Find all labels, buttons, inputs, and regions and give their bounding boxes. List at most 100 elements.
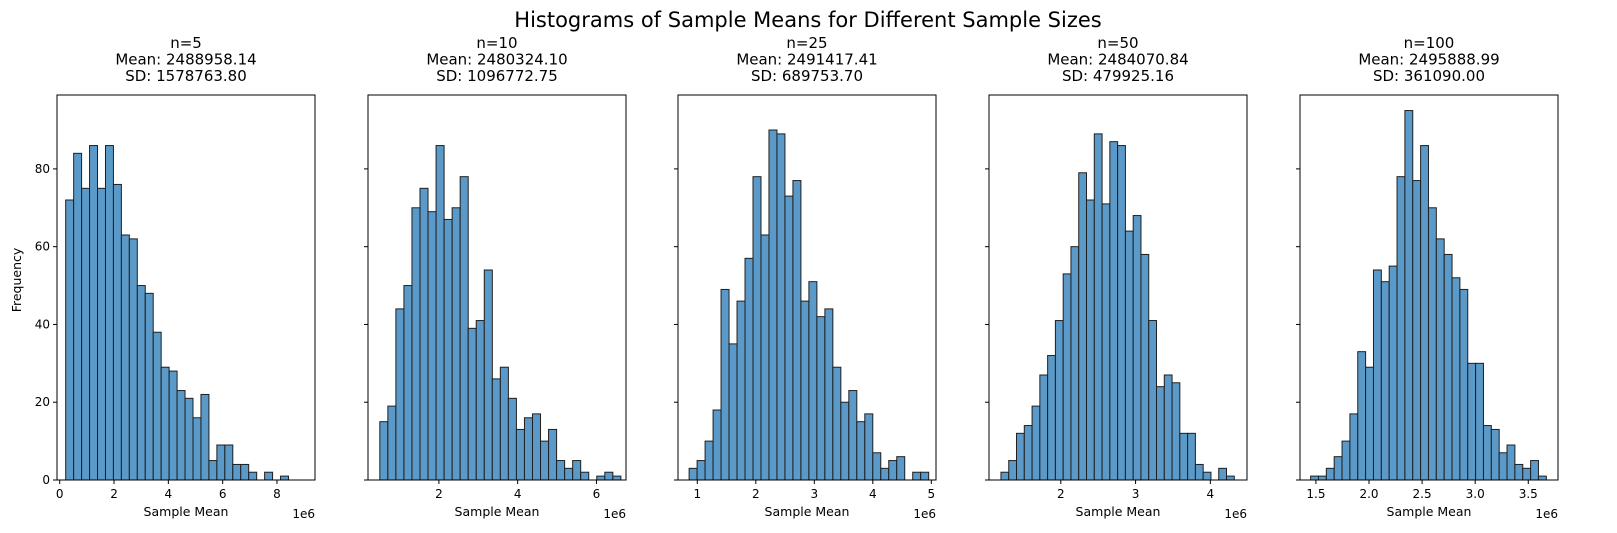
histogram-bar xyxy=(1062,273,1072,481)
histogram-bar xyxy=(128,238,138,481)
histogram-bar xyxy=(264,471,274,481)
histogram-bar xyxy=(564,467,574,481)
histogram-bar xyxy=(120,234,130,481)
histogram-bar xyxy=(848,390,858,481)
histogram-bar xyxy=(1093,133,1103,481)
histogram-panel: n=100 Mean: 2495888.99 SD: 361090.00 1.5 2.0… xyxy=(1296,34,1559,521)
histogram-bar xyxy=(1101,203,1111,481)
histogram-bar xyxy=(1357,351,1367,481)
histogram-bar xyxy=(1514,463,1524,481)
plot-frame xyxy=(988,94,1248,481)
histogram-bar xyxy=(176,390,186,481)
x-offset-label: 1e6 xyxy=(913,507,936,521)
x-tick-label: 2.0 xyxy=(1359,487,1378,501)
histogram-bar xyxy=(144,292,154,481)
histogram-panel: n=25 Mean: 2491417.41 SD: 689753.70 1 2 3 4 5 Sa… xyxy=(674,34,937,521)
histogram-bar xyxy=(1179,432,1189,481)
histogram-bar xyxy=(1000,471,1010,481)
histogram-bar xyxy=(160,366,170,481)
histogram-bar xyxy=(1388,265,1398,481)
histogram-bar xyxy=(856,421,866,481)
histogram-bar xyxy=(523,417,533,481)
histogram-bar xyxy=(483,269,493,481)
histogram-bar xyxy=(1078,172,1088,481)
histogram-bar xyxy=(1522,467,1532,481)
x-tick-label: 5 xyxy=(927,487,935,501)
histogram-bar xyxy=(1380,281,1390,481)
y-tick-label: 0 xyxy=(42,473,50,487)
histogram-bar xyxy=(1482,425,1492,481)
histogram-bar xyxy=(1140,253,1150,481)
histogram-bar xyxy=(572,460,582,481)
plot-frame xyxy=(56,94,316,481)
histogram-bar xyxy=(232,463,242,481)
histogram-bar xyxy=(1016,432,1025,481)
histogram-bar xyxy=(1325,467,1335,481)
histogram-bar xyxy=(1490,428,1500,481)
y-tick-label: 80 xyxy=(35,162,50,176)
histogram-bar xyxy=(427,211,437,481)
histogram-bar xyxy=(1443,253,1453,481)
x-tick-label: 4 xyxy=(514,487,522,501)
histogram-bar xyxy=(1310,475,1319,481)
plot-frame xyxy=(677,94,937,481)
histogram-bar xyxy=(1039,374,1049,481)
histogram-bar xyxy=(688,467,698,481)
histogram-bar xyxy=(800,300,810,481)
histogram-bar xyxy=(1156,386,1165,481)
panel-title: n=25 Mean: 2491417.41 SD: 689753.70 xyxy=(736,34,877,85)
x-tick-label: 4 xyxy=(165,487,173,501)
histogram-bar xyxy=(1396,176,1406,481)
y-axis-label: Frequency xyxy=(9,247,24,312)
x-offset-label: 1e6 xyxy=(1224,507,1247,521)
histogram-bar xyxy=(816,316,826,481)
histogram-bar xyxy=(459,176,469,481)
histogram-bar xyxy=(792,180,802,481)
histogram-bar xyxy=(499,366,509,481)
histogram-bar xyxy=(224,444,234,481)
histogram-bar xyxy=(403,285,413,481)
histogram-bar xyxy=(728,343,738,481)
histogram-bar xyxy=(580,471,590,481)
histogram-bar xyxy=(73,152,83,481)
histogram-bar xyxy=(720,288,730,481)
histogram-bar xyxy=(888,460,898,481)
histogram-panels: n=5 Mean: 2488958.14 SD: 1578763.800 2 4 6 802… xyxy=(35,34,1559,521)
histogram-bar xyxy=(840,401,850,481)
histogram-bar xyxy=(1194,463,1204,481)
panel-title: n=100 Mean: 2495888.99 SD: 361090.00 xyxy=(1358,34,1499,85)
histogram-bar xyxy=(240,463,250,481)
histogram-bar xyxy=(280,475,289,481)
histogram-bar xyxy=(548,428,558,481)
x-axis-label: Sample Mean xyxy=(765,504,850,519)
histogram-bar xyxy=(832,366,842,481)
histogram-bar xyxy=(864,413,874,481)
histogram-bar xyxy=(451,207,461,481)
histogram-bar xyxy=(1054,320,1064,481)
histogram-bar xyxy=(491,378,501,481)
histogram-bar xyxy=(596,475,606,481)
histogram-bar xyxy=(200,393,210,481)
histogram-panel: n=10 Mean: 2480324.10 SD: 1096772.75 2 4 6 Sam… xyxy=(364,34,627,521)
histogram-bar xyxy=(411,207,421,481)
histogram-bar xyxy=(1031,405,1041,481)
histogram-bar xyxy=(1451,277,1461,481)
plot-frame xyxy=(1299,94,1559,481)
histogram-bar xyxy=(184,397,194,481)
histogram-bar xyxy=(1475,362,1484,481)
histogram-bar xyxy=(896,456,906,481)
histogram-bar xyxy=(920,471,930,481)
x-tick-label: 2 xyxy=(752,487,760,501)
panel-title: n=5 Mean: 2488958.14 SD: 1578763.80 xyxy=(115,34,256,85)
histogram-bar xyxy=(1218,467,1228,481)
plot-frame xyxy=(367,94,627,481)
x-tick-label: 8 xyxy=(273,487,281,501)
histogram-bar xyxy=(65,199,75,481)
histogram-bar xyxy=(1341,440,1351,481)
histogram-bar xyxy=(760,234,770,481)
histogram-bar xyxy=(1365,366,1374,481)
histogram-bar xyxy=(97,187,106,481)
histogram-bar xyxy=(387,405,397,481)
histogram-bar xyxy=(1171,382,1181,481)
histogram-bar xyxy=(81,187,91,481)
